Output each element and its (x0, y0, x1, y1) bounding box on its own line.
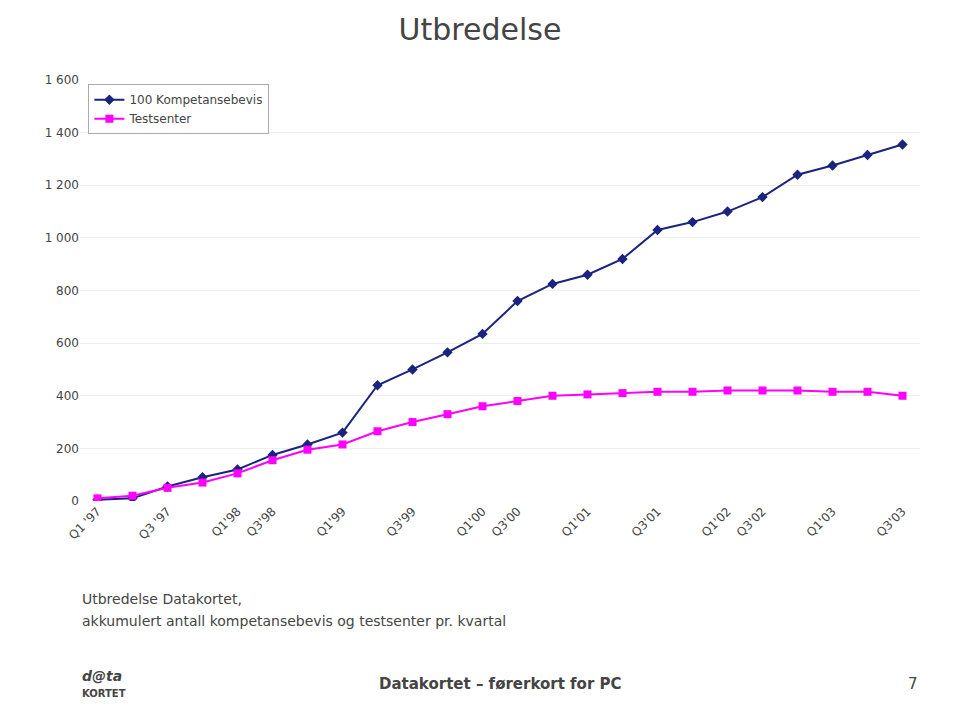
svg-text:Q3'00: Q3'00 (489, 504, 524, 539)
svg-text:Q3'03: Q3'03 (874, 504, 909, 539)
svg-text:Q3'99: Q3'99 (384, 504, 419, 539)
svg-text:100 Kompetansebevis: 100 Kompetansebevis (129, 93, 262, 107)
svg-text:Q3 '97: Q3 '97 (136, 504, 174, 542)
svg-text:d@ta: d@ta (82, 668, 122, 684)
svg-text:7: 7 (908, 675, 918, 693)
svg-text:Testsenter: Testsenter (128, 112, 191, 126)
svg-text:Q1'00: Q1'00 (454, 504, 489, 539)
svg-text:200: 200 (56, 442, 79, 456)
svg-text:Q1'98: Q1'98 (209, 504, 244, 539)
svg-text:Q3'02: Q3'02 (734, 504, 769, 539)
svg-text:1 600: 1 600 (45, 73, 79, 87)
svg-text:Utbredelse Datakortet,: Utbredelse Datakortet, (82, 591, 242, 607)
svg-text:Q1'01: Q1'01 (559, 504, 594, 539)
svg-text:0: 0 (71, 494, 79, 508)
svg-text:1 200: 1 200 (45, 178, 79, 192)
svg-text:600: 600 (56, 336, 79, 350)
svg-text:800: 800 (56, 284, 79, 298)
svg-text:akkumulert antall kompetansebe: akkumulert antall kompetansebevis og tes… (82, 613, 506, 629)
svg-text:1 400: 1 400 (45, 126, 79, 140)
svg-text:Q1'02: Q1'02 (699, 504, 734, 539)
svg-text:1 000: 1 000 (45, 231, 79, 245)
svg-text:Q1 '97: Q1 '97 (66, 504, 104, 542)
svg-text:Q1'03: Q1'03 (804, 504, 839, 539)
svg-text:Q3'01: Q3'01 (629, 504, 664, 539)
svg-text:Q1'99: Q1'99 (314, 504, 349, 539)
svg-text:Q3'98: Q3'98 (244, 504, 279, 539)
svg-text:KORTET: KORTET (82, 688, 126, 699)
svg-text:Utbredelse: Utbredelse (399, 12, 562, 47)
svg-text:Datakortet – førerkort for PC: Datakortet – førerkort for PC (379, 675, 622, 693)
svg-text:400: 400 (56, 389, 79, 403)
